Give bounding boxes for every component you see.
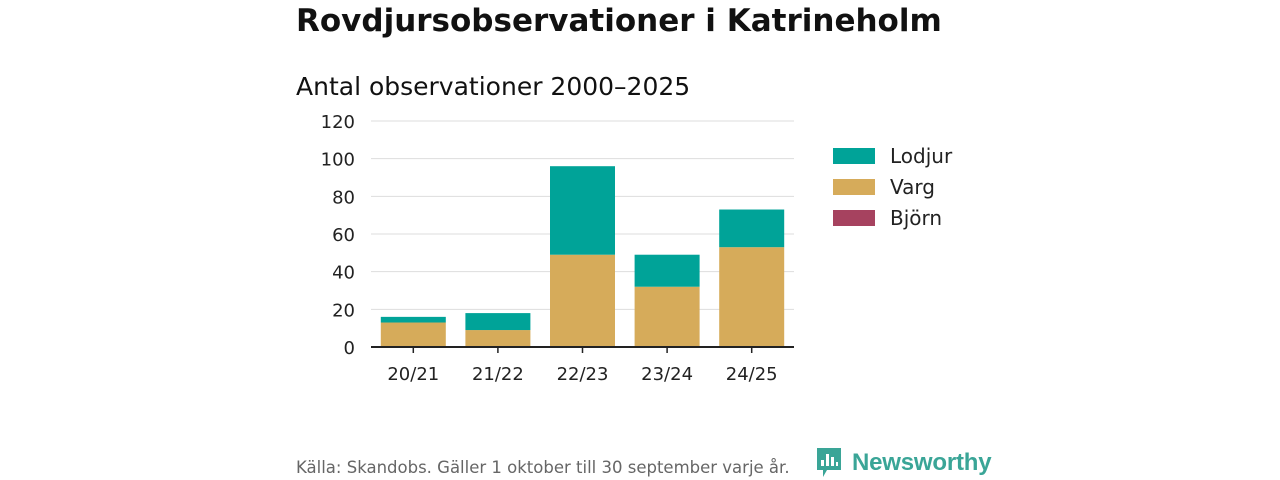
bar-varg [634,286,700,347]
bar-chart-icon [817,448,841,477]
bar-lodjur [634,254,700,287]
bar-varg [550,254,615,347]
y-tick-label: 80 [332,187,355,208]
legend-label: Lodjur [890,143,953,168]
legend-label: Varg [890,174,935,199]
bar-varg [719,247,785,347]
x-tick-label: 20/21 [387,364,439,385]
x-tick-label: 23/24 [641,364,693,385]
bar-lodjur [380,316,446,323]
y-tick-label: 60 [332,225,355,246]
x-tick-label: 24/25 [726,364,778,385]
logo-text: Newsworthy [852,449,992,476]
x-tick-label: 22/23 [557,364,609,385]
legend-item: Björn [833,202,952,233]
legend-item: Varg [833,171,952,202]
legend-item: Lodjur [833,140,952,171]
legend-swatch [833,178,875,195]
bar-varg [465,330,531,347]
legend-swatch [833,209,875,226]
source-note: Källa: Skandobs. Gäller 1 oktober till 3… [296,458,790,477]
bar-lodjur [465,313,531,331]
legend-label: Björn [890,205,943,230]
y-tick-label: 40 [332,263,355,284]
newsworthy-logo: Newsworthy [815,446,992,480]
y-tick-label: 20 [332,300,355,321]
y-tick-label: 100 [321,150,355,171]
bar-varg [380,322,446,347]
chart-subtitle: Antal observationer 2000–2025 [296,72,691,101]
chart-title: Rovdjursobservationer i Katrineholm [296,3,942,39]
bar-lodjur [719,209,785,248]
chart-legend: Lodjur Varg Björn [833,140,952,233]
bar-lodjur [550,166,615,255]
y-tick-label: 120 [321,112,355,133]
y-tick-label: 0 [344,338,355,359]
legend-swatch [833,147,875,164]
x-tick-label: 21/22 [472,364,524,385]
